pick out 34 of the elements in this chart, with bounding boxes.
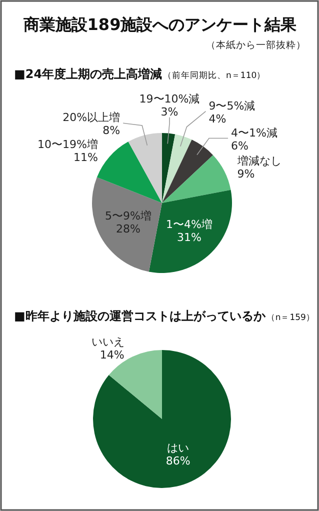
data-label: 31% xyxy=(176,231,202,244)
slice-label: 4〜1%減 xyxy=(231,126,278,140)
pie-slice xyxy=(162,155,231,203)
data-label: 86% xyxy=(166,454,190,468)
pie-slice xyxy=(93,350,231,488)
pie-slice xyxy=(162,140,214,203)
slice-label: 20%以上増 xyxy=(62,111,120,124)
chart-title: ■昨年より施設の運営コストは上がっているか xyxy=(14,309,266,323)
data-label: 14% xyxy=(100,348,124,362)
data-label: 3% xyxy=(160,105,178,118)
slice-label: 19〜10%減 xyxy=(139,92,200,106)
slice-label: 増減なし xyxy=(236,154,282,168)
slice-label: 1〜4%増 xyxy=(166,218,212,232)
data-label: 28% xyxy=(116,222,140,236)
pie-slice xyxy=(128,133,162,203)
data-label: 6% xyxy=(231,139,248,152)
slice-label: はい xyxy=(167,441,190,454)
pie-slice xyxy=(92,177,162,272)
data-label: 8% xyxy=(102,124,120,138)
data-label: 9% xyxy=(237,168,255,181)
slice-label: 9〜5%減 xyxy=(208,99,256,112)
text: 商業施設189施設へのアンケート結果 xyxy=(22,15,298,34)
pie-slice xyxy=(96,142,162,203)
chart-subtitle: （前年同期比、n＝110） xyxy=(163,70,266,81)
pie-slice xyxy=(162,134,192,203)
text: （本紙から一部抜粋） xyxy=(206,39,306,51)
text: （n＝159） xyxy=(266,313,315,323)
slice-label: いいえ xyxy=(91,336,124,349)
slice-label: 10〜19%増 xyxy=(38,138,98,152)
data-label: 4% xyxy=(208,112,226,126)
pie-slice xyxy=(162,133,176,203)
chart-title: ■24年度上期の売上高増減 xyxy=(14,67,162,81)
data-label: 11% xyxy=(74,151,98,164)
slice-label: 5〜9%増 xyxy=(105,210,152,223)
